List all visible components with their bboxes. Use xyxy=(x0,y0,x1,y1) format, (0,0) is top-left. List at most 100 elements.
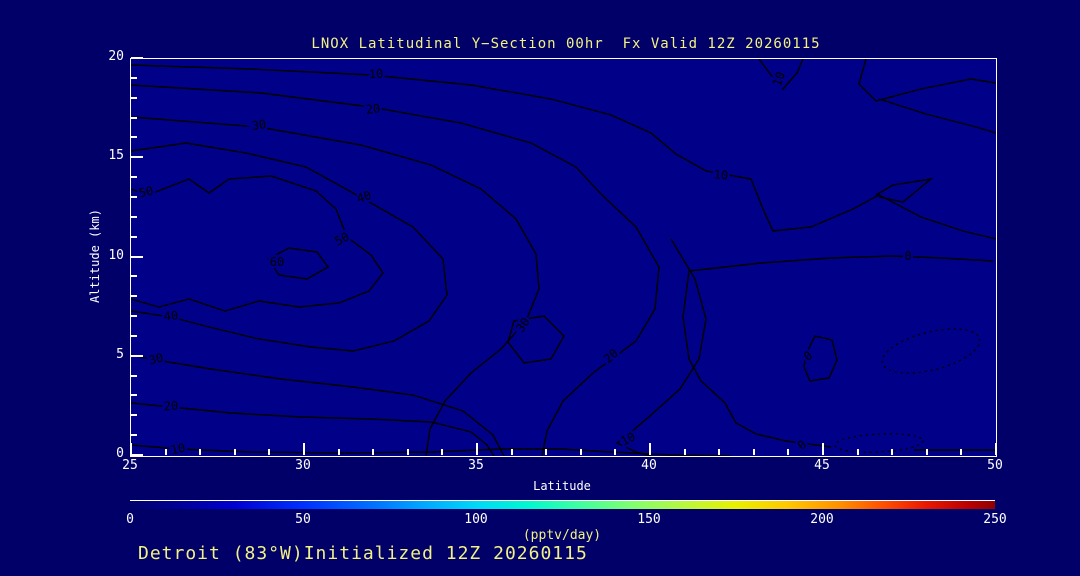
chart-title: LNOX Latitudinal Y−Section 00hr Fx Valid… xyxy=(311,36,821,52)
x-tick-label: 45 xyxy=(814,458,830,473)
y-tick-label: 20 xyxy=(108,49,124,64)
colorbar-tick-label: 150 xyxy=(637,512,661,527)
contour-line xyxy=(131,402,495,456)
axis-tick xyxy=(131,215,137,218)
axis-tick xyxy=(372,449,375,455)
contour-label: 50 xyxy=(137,184,154,201)
axis-tick xyxy=(683,449,686,455)
axis-tick xyxy=(545,449,548,455)
contour-label: 20 xyxy=(163,399,178,414)
axis-tick xyxy=(614,449,617,455)
axis-tick xyxy=(925,449,928,455)
axis-tick xyxy=(856,449,859,455)
axis-tick xyxy=(131,57,143,59)
contour-line xyxy=(131,84,660,456)
axis-tick xyxy=(131,235,137,238)
x-tick-label: 35 xyxy=(468,458,484,473)
axis-tick xyxy=(131,156,143,159)
axis-tick xyxy=(131,96,137,99)
contour-line xyxy=(682,270,832,448)
axis-tick xyxy=(406,449,409,455)
colorbar-tick-label: 0 xyxy=(126,512,134,527)
axis-tick xyxy=(891,449,894,455)
contour-line xyxy=(834,433,924,453)
contour-label: 30 xyxy=(147,350,164,367)
axis-tick xyxy=(131,255,143,258)
axis-tick xyxy=(718,449,721,455)
axis-tick xyxy=(476,443,478,455)
axis-tick xyxy=(131,354,143,357)
contour-line xyxy=(758,59,804,91)
colorbar-units-label: (pptv/day) xyxy=(522,528,602,543)
x-axis-label: Latitude xyxy=(533,479,591,493)
axis-tick xyxy=(510,449,513,455)
contour-label: 0 xyxy=(904,249,911,263)
contour-label: 20 xyxy=(601,346,621,366)
axis-tick xyxy=(337,449,340,455)
y-axis-label: Altitude (km) xyxy=(88,209,102,303)
axis-tick xyxy=(441,449,444,455)
contour-line xyxy=(266,247,330,280)
contour-line xyxy=(803,335,838,382)
contour-label: 10 xyxy=(169,441,186,456)
contour-line xyxy=(507,315,565,364)
contour-line xyxy=(131,354,505,456)
axis-tick xyxy=(131,434,137,437)
x-tick-label: 50 xyxy=(987,458,1003,473)
contour-line xyxy=(875,177,934,203)
plot-area: 10 10 10 20 30 40 50 50 60 40 30 20 10 30 20 10 0 0 0 xyxy=(130,58,997,457)
contour-label: 30 xyxy=(251,117,267,133)
axis-tick xyxy=(268,449,271,455)
contour-line xyxy=(131,116,540,456)
y-tick-label: 15 xyxy=(108,148,124,164)
axis-tick xyxy=(752,449,755,455)
axis-tick xyxy=(303,443,305,455)
x-tick-label: 30 xyxy=(295,458,311,473)
contour-line xyxy=(131,444,732,456)
contour-line xyxy=(131,142,448,352)
axis-tick xyxy=(787,449,790,455)
axis-tick xyxy=(131,275,137,278)
colorbar-tick-label: 250 xyxy=(983,512,1007,527)
x-tick-label: 40 xyxy=(641,458,657,473)
axis-tick xyxy=(131,454,143,456)
axis-tick xyxy=(579,449,582,455)
axis-tick xyxy=(131,334,137,337)
x-tick-label: 25 xyxy=(122,458,138,473)
axis-tick xyxy=(131,315,137,318)
axis-tick xyxy=(131,136,137,139)
contour-label: 0 xyxy=(801,348,815,364)
contour-label: 10 xyxy=(368,67,383,82)
contour-line xyxy=(688,255,994,272)
contour-label: 20 xyxy=(365,101,381,116)
annotation-footer: Detroit (83°W)Initialized 12Z 20260115 xyxy=(138,543,588,564)
y-tick-label: 10 xyxy=(108,247,124,263)
contour-line xyxy=(131,175,384,312)
axis-tick xyxy=(131,414,137,417)
axis-tick xyxy=(199,449,202,455)
axis-tick xyxy=(131,394,137,397)
axis-tick xyxy=(960,449,963,455)
y-tick-label: 0 xyxy=(116,446,124,461)
contour-label: 0 xyxy=(795,437,810,452)
colorbar-tick-label: 200 xyxy=(810,512,834,527)
axis-tick xyxy=(131,176,137,179)
axis-tick xyxy=(233,449,236,455)
contour-label: 50 xyxy=(332,229,351,248)
axis-tick xyxy=(649,443,651,455)
axis-tick xyxy=(130,443,132,455)
colorbar-tick-label: 100 xyxy=(464,512,488,527)
contour-line xyxy=(615,238,707,456)
contour-line xyxy=(858,59,996,102)
axis-tick xyxy=(822,443,824,455)
axis-tick xyxy=(131,295,137,298)
axis-tick xyxy=(131,195,137,198)
contour-line xyxy=(878,98,996,134)
contour-label: 10 xyxy=(713,167,729,182)
contour-line xyxy=(881,328,981,374)
colorbar xyxy=(130,500,995,509)
contour-label: 40 xyxy=(163,309,178,324)
axis-tick xyxy=(131,374,137,377)
